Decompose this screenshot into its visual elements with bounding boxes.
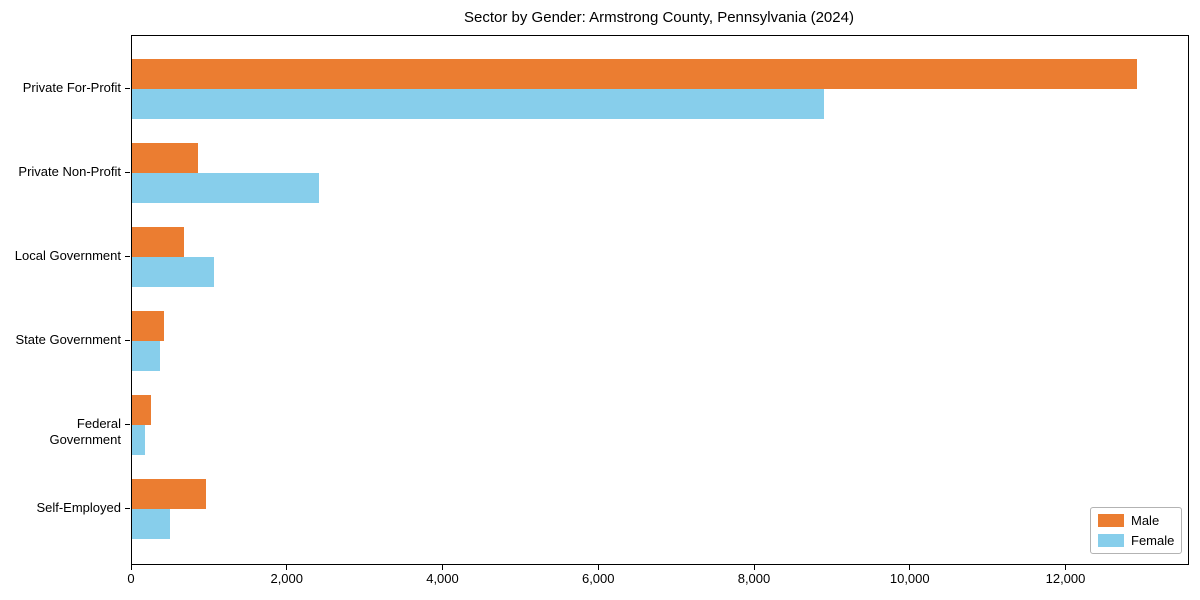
bar-female-0 [132, 89, 824, 119]
bar-male-0 [132, 59, 1138, 89]
bar-male-3 [132, 311, 165, 341]
bar-female-3 [132, 341, 161, 371]
bar-male-1 [132, 143, 199, 173]
x-tick-label: 6,000 [581, 571, 615, 586]
x-tick-mark [1065, 564, 1067, 570]
bar-male-4 [132, 395, 152, 425]
y-tick-label: Local Government [14, 248, 121, 263]
y-tick-mark [125, 255, 130, 257]
x-tick-mark [753, 564, 755, 570]
bar-female-2 [132, 257, 214, 287]
bar-female-4 [132, 425, 145, 455]
x-tick-label: 4,000 [426, 571, 459, 586]
y-tick-mark [125, 87, 130, 89]
plot-area [131, 35, 1189, 565]
legend: Male Female [1090, 507, 1182, 554]
bar-male-2 [132, 227, 184, 257]
bar-male-5 [132, 479, 207, 509]
y-tick-label: Private Non-Profit [18, 164, 121, 179]
x-tick-mark [597, 564, 599, 570]
male-legend-swatch [1098, 514, 1124, 527]
y-tick-mark [125, 339, 130, 341]
x-tick-label: 2,000 [270, 571, 304, 586]
y-tick-mark [125, 423, 130, 425]
x-tick-mark [442, 564, 444, 570]
x-tick-label: 8,000 [737, 571, 771, 586]
x-tick-label: 12,000 [1045, 571, 1086, 586]
bar-female-1 [132, 173, 319, 203]
chart-title: Sector by Gender: Armstrong County, Penn… [464, 9, 854, 26]
legend-row-male: Male [1098, 514, 1173, 527]
y-tick-label: Private For-Profit [22, 80, 121, 95]
y-tick-label: Self-Employed [36, 500, 121, 515]
x-tick-label: 10,000 [889, 571, 930, 586]
female-legend-swatch [1098, 534, 1124, 547]
x-tick-label: 0 [127, 571, 135, 586]
x-tick-mark [130, 564, 132, 570]
male-legend-label: Male [1131, 513, 1160, 528]
x-tick-mark [286, 564, 288, 570]
y-tick-label: State Government [15, 332, 122, 347]
female-legend-label: Female [1131, 533, 1175, 548]
y-tick-mark [125, 171, 130, 173]
x-tick-mark [909, 564, 911, 570]
bar-female-5 [132, 509, 170, 539]
y-tick-mark [125, 507, 130, 509]
legend-row-female: Female [1098, 533, 1175, 548]
y-tick-label: Federal Government [49, 416, 121, 447]
